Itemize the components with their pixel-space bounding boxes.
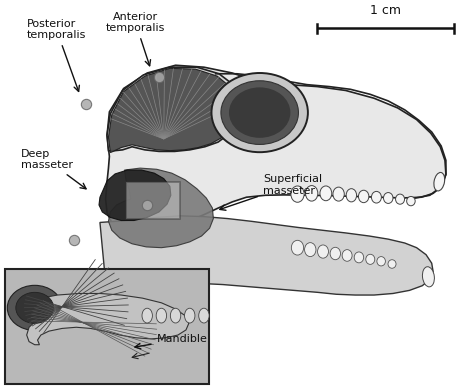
Ellipse shape bbox=[292, 240, 304, 255]
Ellipse shape bbox=[407, 196, 415, 206]
Ellipse shape bbox=[354, 252, 364, 263]
Ellipse shape bbox=[377, 257, 385, 266]
Ellipse shape bbox=[333, 187, 344, 201]
Ellipse shape bbox=[305, 243, 316, 257]
Bar bbox=[5, 269, 209, 383]
Ellipse shape bbox=[291, 186, 304, 202]
Polygon shape bbox=[109, 168, 213, 248]
Circle shape bbox=[211, 73, 308, 152]
Polygon shape bbox=[99, 170, 171, 221]
Text: Superficial
masseter: Superficial masseter bbox=[220, 174, 322, 210]
Ellipse shape bbox=[199, 308, 209, 323]
Text: Deep
masseter: Deep masseter bbox=[20, 149, 86, 189]
Point bbox=[155, 74, 163, 80]
Circle shape bbox=[16, 292, 54, 323]
Ellipse shape bbox=[142, 308, 153, 323]
Ellipse shape bbox=[434, 172, 445, 191]
Ellipse shape bbox=[396, 194, 404, 204]
Polygon shape bbox=[106, 65, 446, 231]
Ellipse shape bbox=[306, 185, 318, 201]
Circle shape bbox=[229, 87, 291, 138]
Text: 1 cm: 1 cm bbox=[370, 4, 401, 17]
Ellipse shape bbox=[422, 267, 434, 287]
Circle shape bbox=[221, 81, 299, 144]
Ellipse shape bbox=[366, 254, 375, 264]
Point bbox=[144, 202, 151, 208]
Ellipse shape bbox=[184, 308, 195, 323]
Circle shape bbox=[7, 285, 62, 330]
Point bbox=[70, 237, 78, 243]
Polygon shape bbox=[82, 216, 433, 305]
Ellipse shape bbox=[372, 191, 382, 203]
Ellipse shape bbox=[320, 186, 332, 201]
Bar bbox=[126, 181, 180, 219]
Polygon shape bbox=[109, 68, 237, 152]
Text: Anterior
temporalis: Anterior temporalis bbox=[106, 12, 165, 66]
Ellipse shape bbox=[330, 247, 340, 260]
Polygon shape bbox=[27, 294, 189, 345]
Bar bbox=[5, 269, 209, 383]
Text: Mandible: Mandible bbox=[135, 334, 208, 349]
Point bbox=[82, 101, 90, 107]
Ellipse shape bbox=[388, 260, 396, 268]
Ellipse shape bbox=[358, 190, 369, 203]
Ellipse shape bbox=[170, 308, 181, 323]
Ellipse shape bbox=[318, 245, 328, 258]
Text: Posterior
temporalis: Posterior temporalis bbox=[27, 19, 86, 91]
Ellipse shape bbox=[346, 189, 356, 202]
Ellipse shape bbox=[383, 192, 393, 203]
Polygon shape bbox=[107, 67, 239, 151]
Ellipse shape bbox=[342, 250, 352, 261]
Ellipse shape bbox=[156, 308, 166, 323]
